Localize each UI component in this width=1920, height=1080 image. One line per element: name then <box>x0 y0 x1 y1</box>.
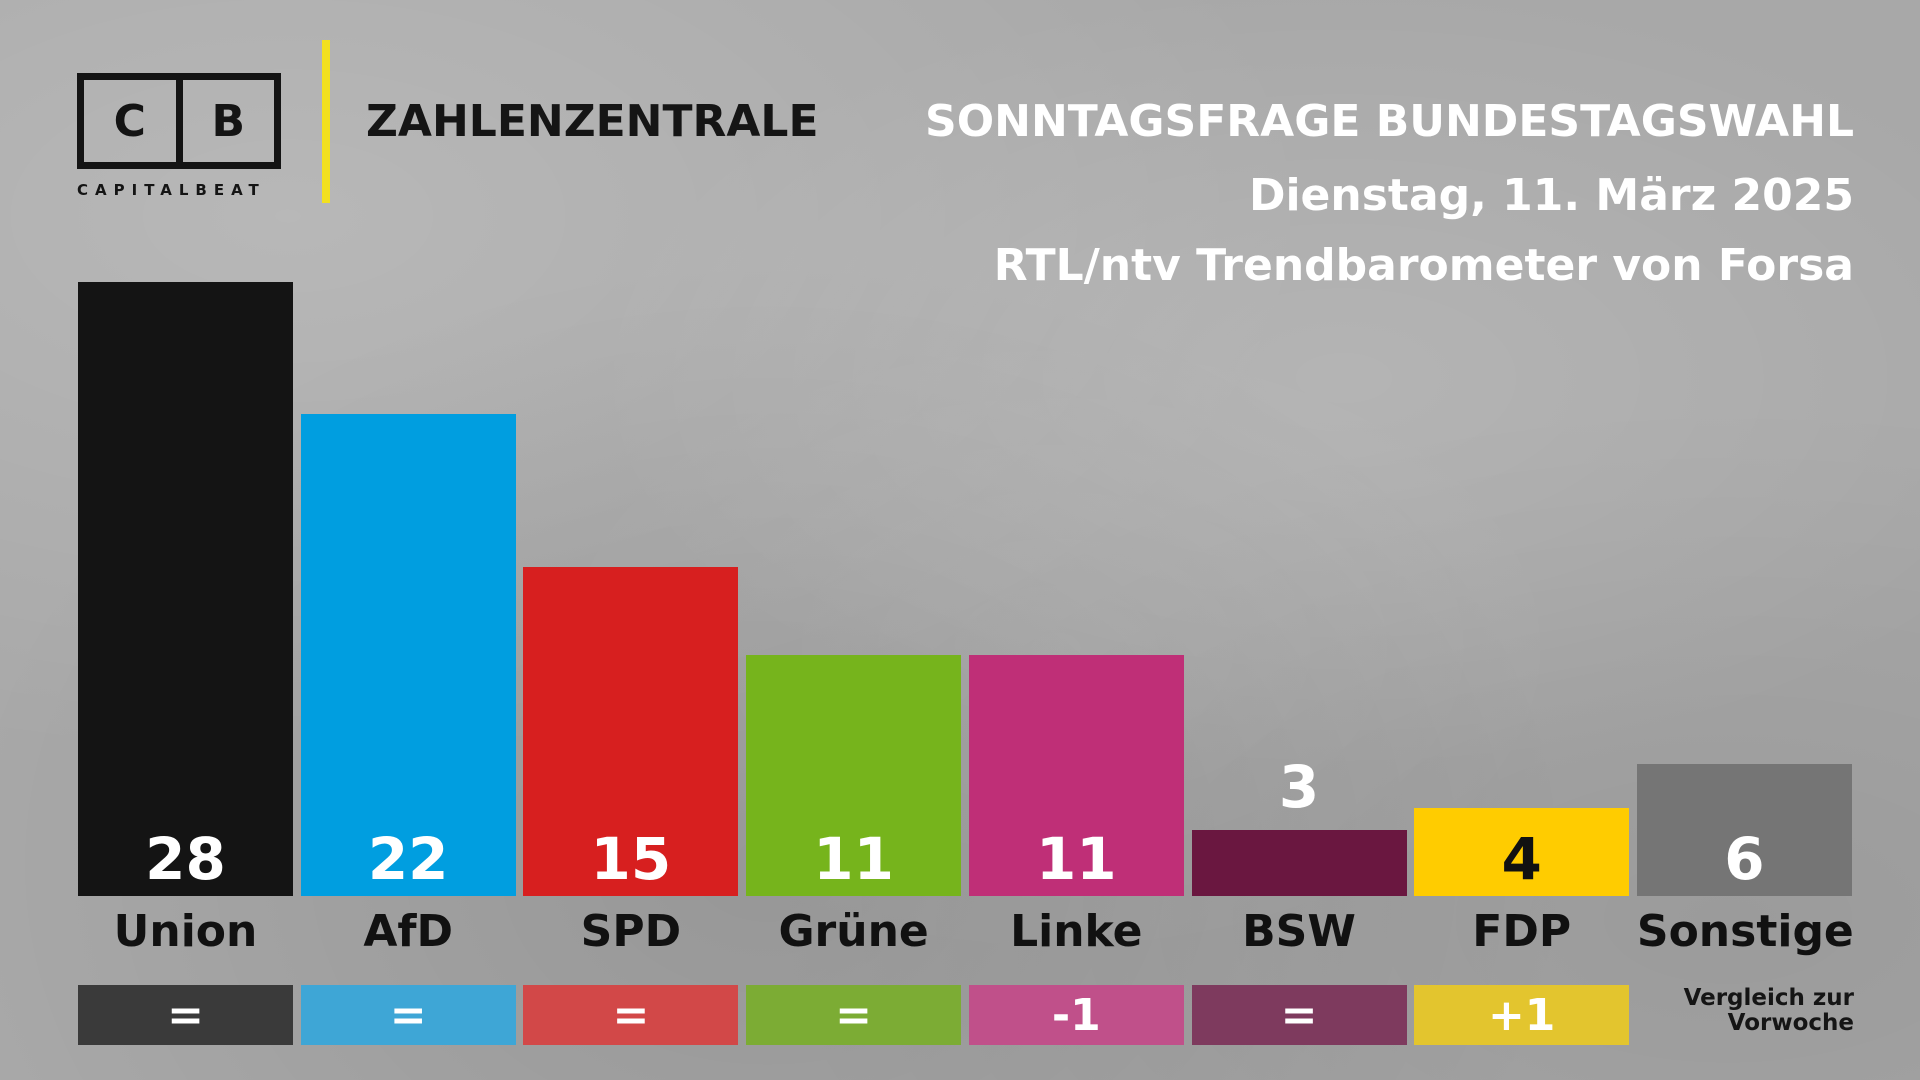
bar-label-fdp: FDP <box>1472 906 1572 957</box>
compare-note-line1: Vergleich zur <box>1683 985 1854 1011</box>
chart-title: SONNTAGSFRAGE BUNDESTAGSWAHL <box>925 96 1854 147</box>
bar-bsw <box>1191 830 1407 896</box>
logo-box: C B <box>77 73 281 169</box>
bar-value-union: 28 <box>145 825 226 893</box>
compare-note: Vergleich zur Vorwoche <box>1683 985 1854 1037</box>
bar-value-linke: 11 <box>1035 825 1117 893</box>
bar-afd <box>300 413 516 896</box>
bar-label-linke: Linke <box>1010 906 1143 957</box>
change-afd: = <box>300 985 516 1045</box>
logo-letter-c: C <box>113 95 146 147</box>
bar-value-fdp: 4 <box>1501 825 1542 893</box>
chart-date: Dienstag, 11. März 2025 <box>1248 170 1854 221</box>
bar-value-afd: 22 <box>367 825 449 893</box>
compare-note-line2: Vorwoche <box>1727 1010 1854 1037</box>
change-linke: -1 <box>968 985 1184 1045</box>
capitalbeat-logo: C B CAPITALBEAT <box>77 73 287 199</box>
bar-gr-ne <box>746 654 962 896</box>
chart-source: RTL/ntv Trendbarometer von Forsa <box>993 240 1854 291</box>
bar-label-union: Union <box>113 906 258 957</box>
brand-title: ZAHLENZENTRALE <box>366 96 819 147</box>
bar-fdp <box>1414 808 1630 896</box>
change-spd: = <box>523 985 739 1045</box>
bar-label-afd: AfD <box>363 906 454 957</box>
bar-value-gr-ne: 11 <box>813 825 894 893</box>
bar-label-bsw: BSW <box>1242 906 1356 957</box>
bar-union <box>78 282 293 896</box>
bar-label-gr-ne: Grüne <box>778 906 929 957</box>
change-bsw: = <box>1191 985 1407 1045</box>
change-union: = <box>78 985 293 1045</box>
bar-sonstige <box>1636 764 1852 896</box>
bar-label-spd: SPD <box>580 906 682 957</box>
bar-value-spd: 15 <box>590 825 672 893</box>
logo-letter-b: B <box>175 80 275 162</box>
change-fdp: +1 <box>1414 985 1630 1045</box>
bar-value-bsw: 3 <box>1278 753 1320 822</box>
yellow-divider <box>322 40 330 203</box>
logo-subtitle: CAPITALBEAT <box>77 181 266 199</box>
bar-value-sonstige: 6 <box>1724 825 1765 893</box>
bar-linke <box>968 654 1184 896</box>
bar-spd <box>523 567 739 896</box>
bar-label-sonstige: Sonstige <box>1636 906 1854 957</box>
change-gr-ne: = <box>746 985 962 1045</box>
